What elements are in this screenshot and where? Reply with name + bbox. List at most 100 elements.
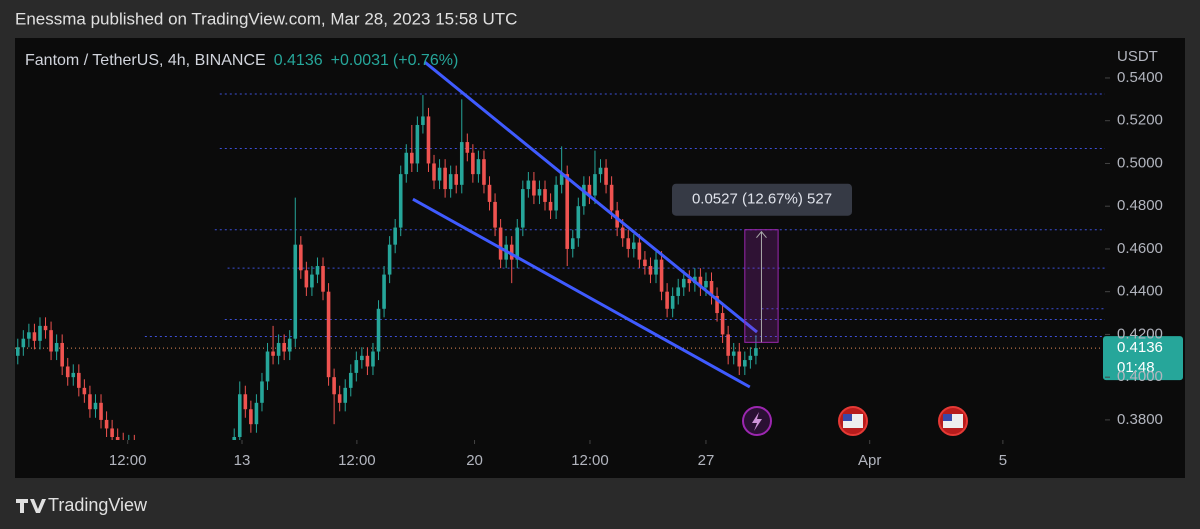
- x-tick-label: 12:00: [109, 452, 147, 469]
- candle-body: [371, 351, 375, 367]
- flag-canton: [943, 414, 952, 421]
- y-tick-label: 0.5400: [1117, 69, 1163, 86]
- measure-arrow-head: [756, 230, 767, 239]
- price-badge: [1103, 336, 1183, 381]
- candle-body: [432, 163, 436, 181]
- y-tick-label: 0.4400: [1117, 283, 1163, 300]
- candle-body: [532, 180, 536, 196]
- candle-body: [110, 428, 114, 438]
- overlay: 0.0527 (12.67%) 527 0.4136 01:48: [412, 60, 1183, 389]
- candle-body: [60, 342, 64, 367]
- candle-body: [665, 291, 669, 309]
- candle-body: [509, 244, 514, 260]
- x-tick-label: 12:00: [338, 452, 376, 469]
- candle-body: [232, 437, 237, 440]
- candle-body: [748, 355, 753, 361]
- plot: [15, 93, 1105, 440]
- candle-body: [643, 259, 647, 267]
- lightning: [752, 412, 762, 431]
- candle-body: [537, 189, 542, 196]
- candle-body: [454, 174, 459, 185]
- y-tick-label: 0.4800: [1117, 197, 1163, 214]
- measure-label: 0.0527 (12.67%) 527: [692, 191, 832, 208]
- candle-body: [565, 174, 570, 249]
- candle-body: [487, 184, 492, 202]
- candle-body: [410, 152, 414, 164]
- candle-body: [465, 142, 470, 153]
- change-pct: (+0.76%): [393, 52, 458, 69]
- logo: [16, 499, 46, 513]
- y-tick-label: 0.4000: [1117, 368, 1163, 385]
- candle-body: [670, 295, 675, 309]
- candle-body: [604, 167, 608, 185]
- candle-body: [243, 394, 248, 410]
- candle-body: [620, 227, 625, 239]
- candle-body: [493, 201, 497, 228]
- candle-body: [254, 402, 259, 425]
- candle-body: [398, 174, 403, 228]
- candle-body: [437, 167, 442, 181]
- candle-body: [754, 348, 758, 356]
- candle-body: [276, 342, 281, 356]
- candle-body: [598, 167, 603, 175]
- candle-body: [709, 280, 714, 296]
- candle-body: [321, 266, 325, 292]
- candle-body: [515, 227, 520, 260]
- y-axis-label: USDT: [1117, 48, 1158, 65]
- candle-body: [88, 394, 92, 410]
- candle-body: [681, 278, 686, 288]
- candle-body: [632, 242, 636, 249]
- y-tick-label: 0.5000: [1117, 154, 1163, 171]
- candle-body: [526, 180, 531, 190]
- candle-body: [332, 377, 336, 395]
- candle-body: [731, 351, 736, 356]
- candle-body: [54, 342, 59, 352]
- legend-title: Fantom / TetherUS, 4h, BINANCE 0.4136 +0.0…: [25, 52, 458, 69]
- candle-body: [249, 409, 253, 425]
- candle-body: [99, 402, 103, 420]
- candle-body: [570, 238, 575, 249]
- x-tick-label: 13: [234, 452, 251, 469]
- candle-body: [659, 259, 664, 292]
- candle-body: [676, 287, 681, 296]
- x-tick-label: 27: [698, 452, 715, 469]
- chart-area: [15, 38, 1185, 478]
- y-tick-label: 0.3800: [1117, 411, 1163, 428]
- x-tick-label: Apr: [858, 452, 881, 469]
- candle-body: [82, 387, 87, 395]
- candle-body: [521, 189, 525, 228]
- candle-body: [104, 419, 109, 429]
- candle-body: [654, 259, 658, 275]
- candle-body: [365, 355, 370, 367]
- x-tick-label: 5: [999, 452, 1007, 469]
- candle-body: [271, 351, 275, 356]
- y-tick-label: 0.5200: [1117, 112, 1163, 129]
- candle-body: [310, 274, 314, 288]
- candle-body: [593, 174, 597, 196]
- price-badge-countdown: 01:48: [1117, 359, 1155, 376]
- candle-body: [343, 387, 348, 403]
- candle-body: [698, 276, 703, 288]
- candle-body: [704, 280, 708, 288]
- candle-body: [554, 184, 558, 211]
- candle-body: [720, 313, 725, 335]
- x-tick-label: 20: [466, 452, 483, 469]
- candle-body: [548, 201, 553, 211]
- candle-body: [471, 152, 475, 175]
- candle-body: [93, 402, 98, 410]
- candle-body: [337, 394, 342, 403]
- candle-body: [609, 184, 614, 211]
- candle-body: [482, 159, 486, 185]
- candle-body: [293, 244, 298, 339]
- candle-body: [354, 360, 359, 373]
- candle-body: [737, 351, 742, 367]
- candle-body: [498, 227, 503, 260]
- candle-body: [687, 278, 692, 284]
- candle-body: [404, 152, 409, 175]
- candle-body: [360, 355, 364, 361]
- trend-line: [423, 60, 758, 334]
- price-badge-value: 0.4136: [1117, 339, 1163, 356]
- candle-body: [543, 189, 547, 202]
- candle-body: [743, 360, 747, 367]
- candle-body: [315, 266, 320, 275]
